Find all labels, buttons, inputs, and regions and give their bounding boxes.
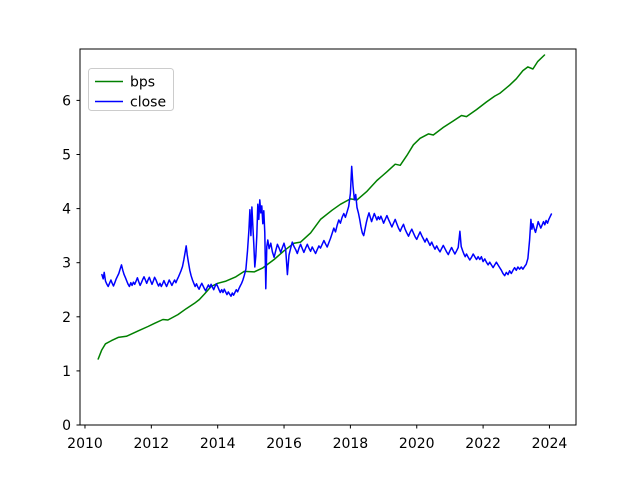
x-axis-tick-label: 2018 <box>333 436 369 452</box>
y-axis-tick-label: 2 <box>62 310 71 326</box>
y-axis-tick-label: 6 <box>62 93 71 109</box>
y-axis-tick-label: 4 <box>62 202 71 218</box>
x-axis-tick-label: 2022 <box>465 436 501 452</box>
close-line <box>101 165 553 297</box>
legend: bps close <box>88 68 174 111</box>
x-axis-tick-label: 2016 <box>266 436 302 452</box>
legend-label-bps: bps <box>130 75 155 91</box>
y-axis-tick-label: 5 <box>62 147 71 163</box>
x-axis-tick-label: 2024 <box>532 436 568 452</box>
legend-label-close: close <box>130 95 166 111</box>
plot-area-frame <box>79 48 577 426</box>
bps-line <box>97 54 546 360</box>
legend-box <box>88 68 174 111</box>
x-axis-tick-label: 2020 <box>399 436 435 452</box>
x-axis-tick-label: 2012 <box>134 436 170 452</box>
x-axis-tick-label: 2014 <box>200 436 236 452</box>
y-axis-tick-label: 3 <box>62 256 71 272</box>
x-axis-tick-label: 2010 <box>67 436 103 452</box>
y-axis-tick-label: 0 <box>62 418 71 434</box>
y-axis-tick-label: 1 <box>62 364 71 380</box>
